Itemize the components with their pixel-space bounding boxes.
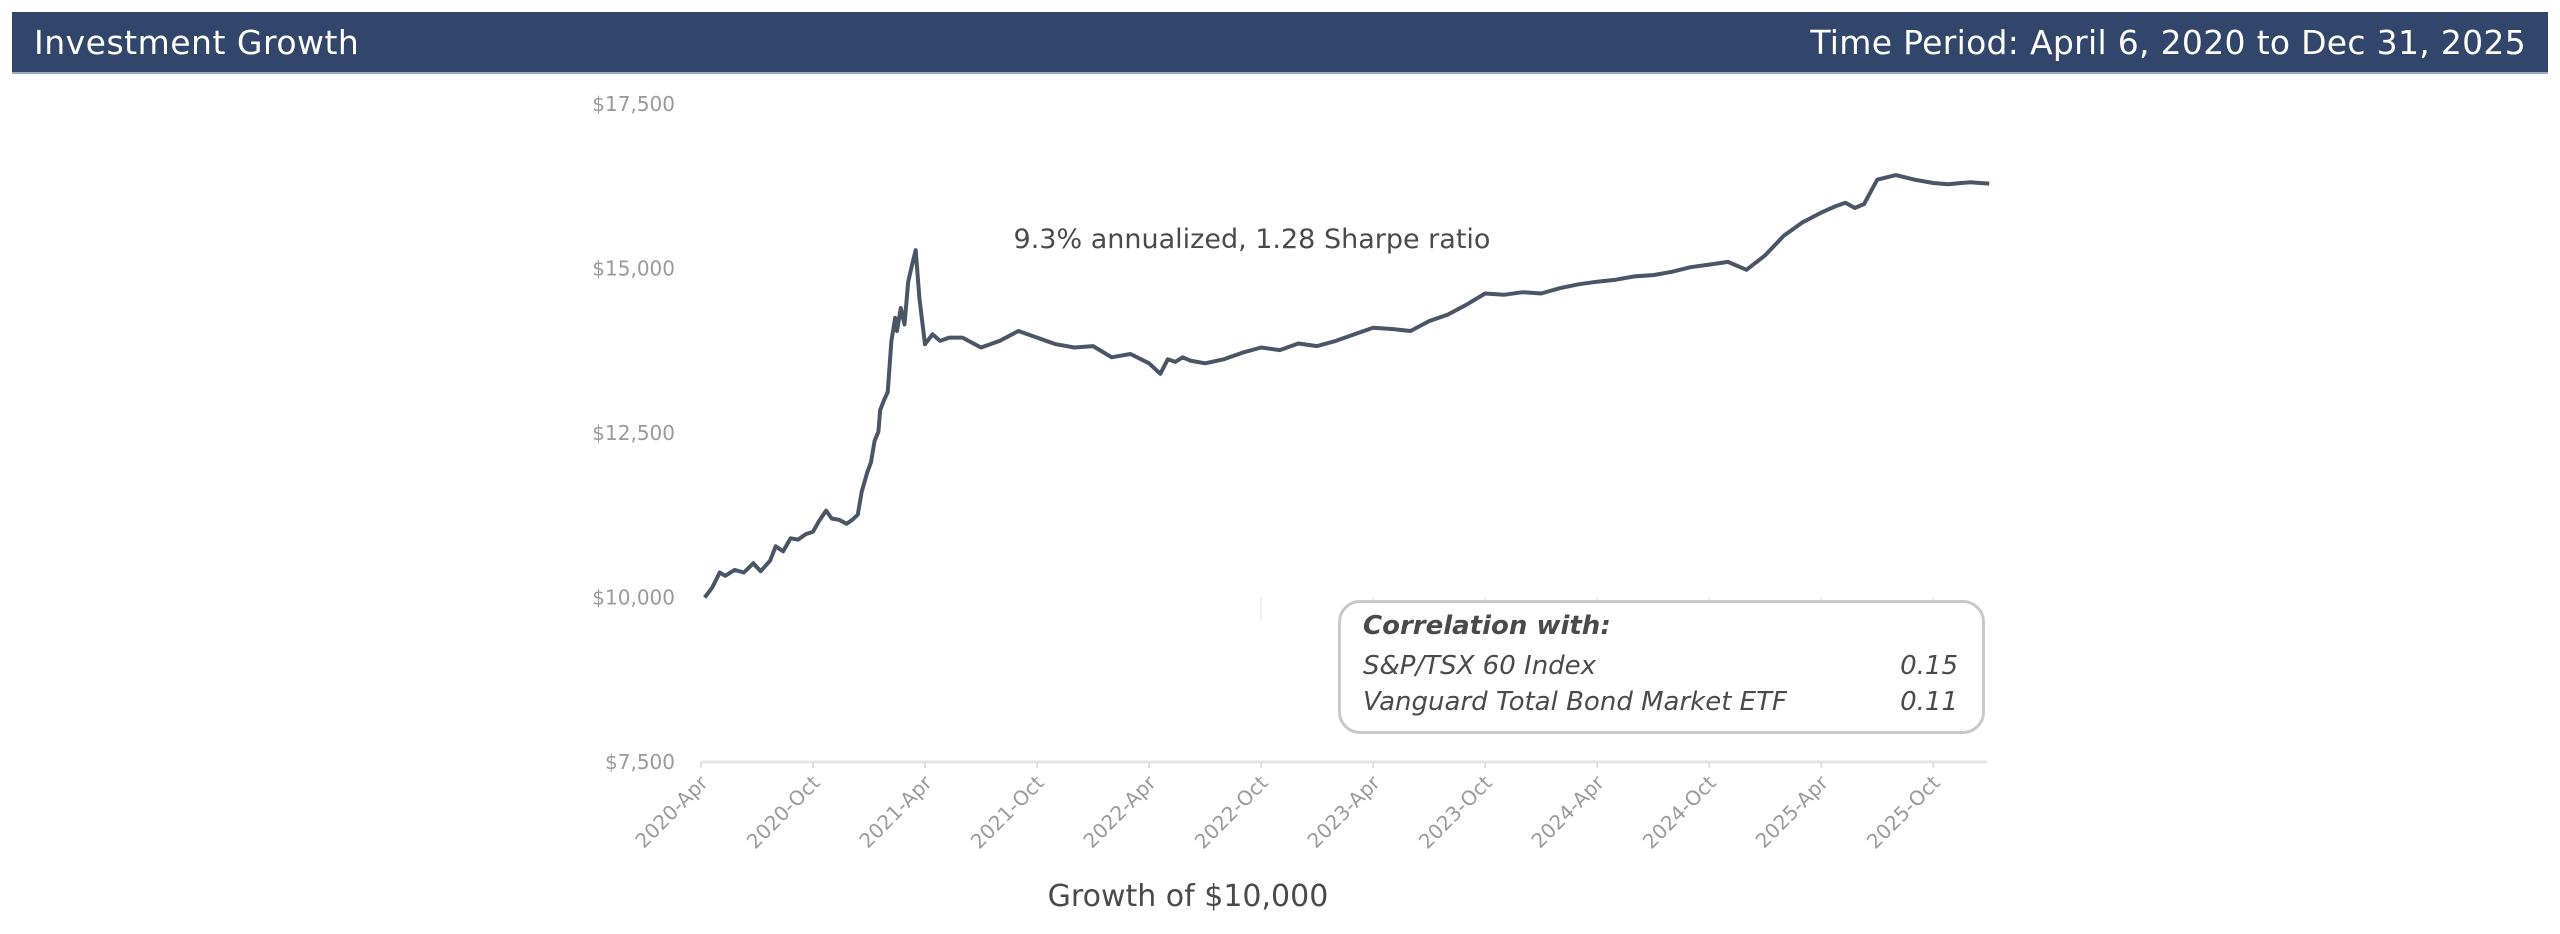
x-tick-label: 2023-Apr [1302, 770, 1385, 853]
time-period-label: Time Period: April 6, 2020 to Dec 31, 20… [1810, 23, 2526, 62]
correlation-name: Vanguard Total Bond Market ETF [1363, 687, 1787, 717]
x-tick-label: 2021-Oct [966, 770, 1049, 853]
correlation-name: S&P/TSX 60 Index [1363, 651, 1597, 681]
x-tick-label: 2024-Oct [1638, 770, 1721, 853]
correlation-value: 0.11 [1900, 687, 1958, 717]
growth-line [703, 173, 1990, 599]
y-tick-label: $15,000 [592, 257, 675, 281]
x-tick-label: 2022-Oct [1190, 770, 1273, 853]
x-tick-label: 2024-Apr [1526, 770, 1609, 853]
y-tick-label: $7,500 [605, 750, 675, 774]
correlation-box: Correlation with: S&P/TSX 60 Index 0.15 … [1338, 600, 1985, 734]
y-tick-label: $12,500 [592, 421, 675, 445]
x-tick-label: 2023-Oct [1414, 770, 1497, 853]
x-axis-label: Growth of $10,000 [1048, 879, 1329, 914]
x-axis: 2020-Apr 2020-Oct 2021-Apr 2021-Oct 2022-Apr… [630, 762, 1945, 853]
x-tick-label: 2020-Oct [742, 770, 825, 853]
x-tick-label: 2025-Oct [1862, 770, 1945, 853]
x-tick-label: 2021-Apr [854, 770, 937, 853]
x-tick-label: 2022-Apr [1078, 770, 1161, 853]
y-tick-label: $17,500 [592, 92, 675, 116]
y-axis: $7,500 $10,000 $12,500 $15,000 $17,500 [592, 92, 675, 774]
performance-annotation: 9.3% annualized, 1.28 Sharpe ratio [1014, 224, 1491, 255]
header-bar: Investment Growth Time Period: April 6, … [12, 12, 2548, 74]
y-tick-label: $10,000 [592, 586, 675, 610]
x-tick-label: 2025-Apr [1751, 770, 1834, 853]
x-tick-label: 2020-Apr [630, 770, 713, 853]
correlation-title: Correlation with: [1363, 611, 1611, 641]
correlation-value: 0.15 [1900, 651, 1958, 681]
page-title: Investment Growth [34, 23, 360, 62]
